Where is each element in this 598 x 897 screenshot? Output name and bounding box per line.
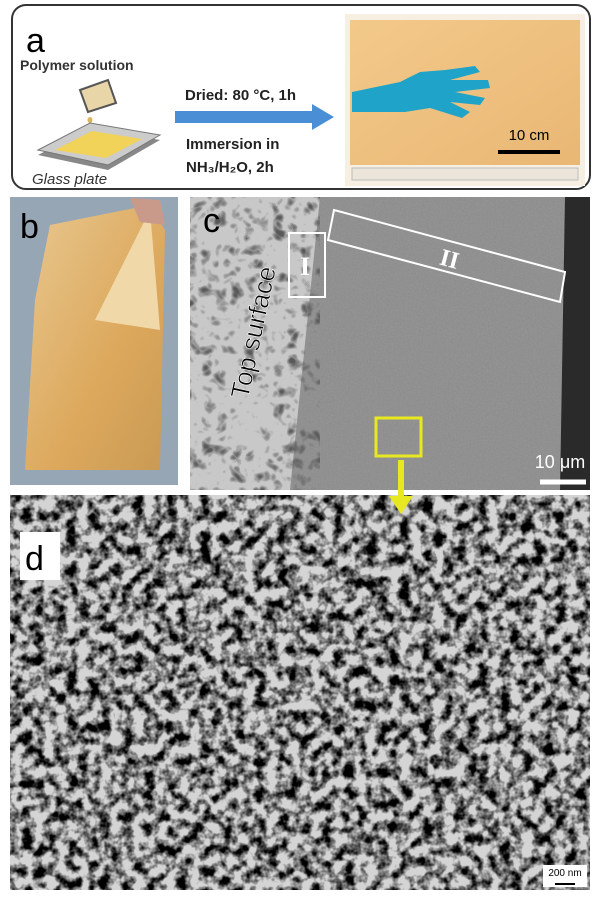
- panel-label: b: [20, 208, 39, 246]
- panel-a: a Polymer solution Glass plate Dried: 80…: [12, 5, 590, 189]
- step-2: Immersion in: [186, 136, 279, 153]
- scale-label: 10 μm: [535, 452, 585, 472]
- zoom-arrow: [398, 460, 404, 500]
- substrate-label: Glass plate: [32, 171, 107, 188]
- region-label: I: [300, 252, 310, 281]
- panel-label: a: [26, 22, 45, 60]
- panel-d: [10, 495, 590, 890]
- scale-label: 10 cm: [509, 127, 550, 144]
- membrane-photo: [345, 14, 585, 186]
- figure: a Polymer solution Glass plate Dried: 80…: [0, 0, 598, 897]
- panel-label: c: [203, 202, 220, 240]
- scale-label: 200 nm: [548, 868, 581, 879]
- step-1: Dried: 80 °C, 1h: [185, 87, 296, 104]
- panel-label: d: [25, 540, 44, 578]
- step-2: NH₃/H₂O, 2h: [186, 159, 274, 176]
- polymer-label: Polymer solution: [20, 57, 134, 73]
- panel-b: b: [10, 197, 178, 485]
